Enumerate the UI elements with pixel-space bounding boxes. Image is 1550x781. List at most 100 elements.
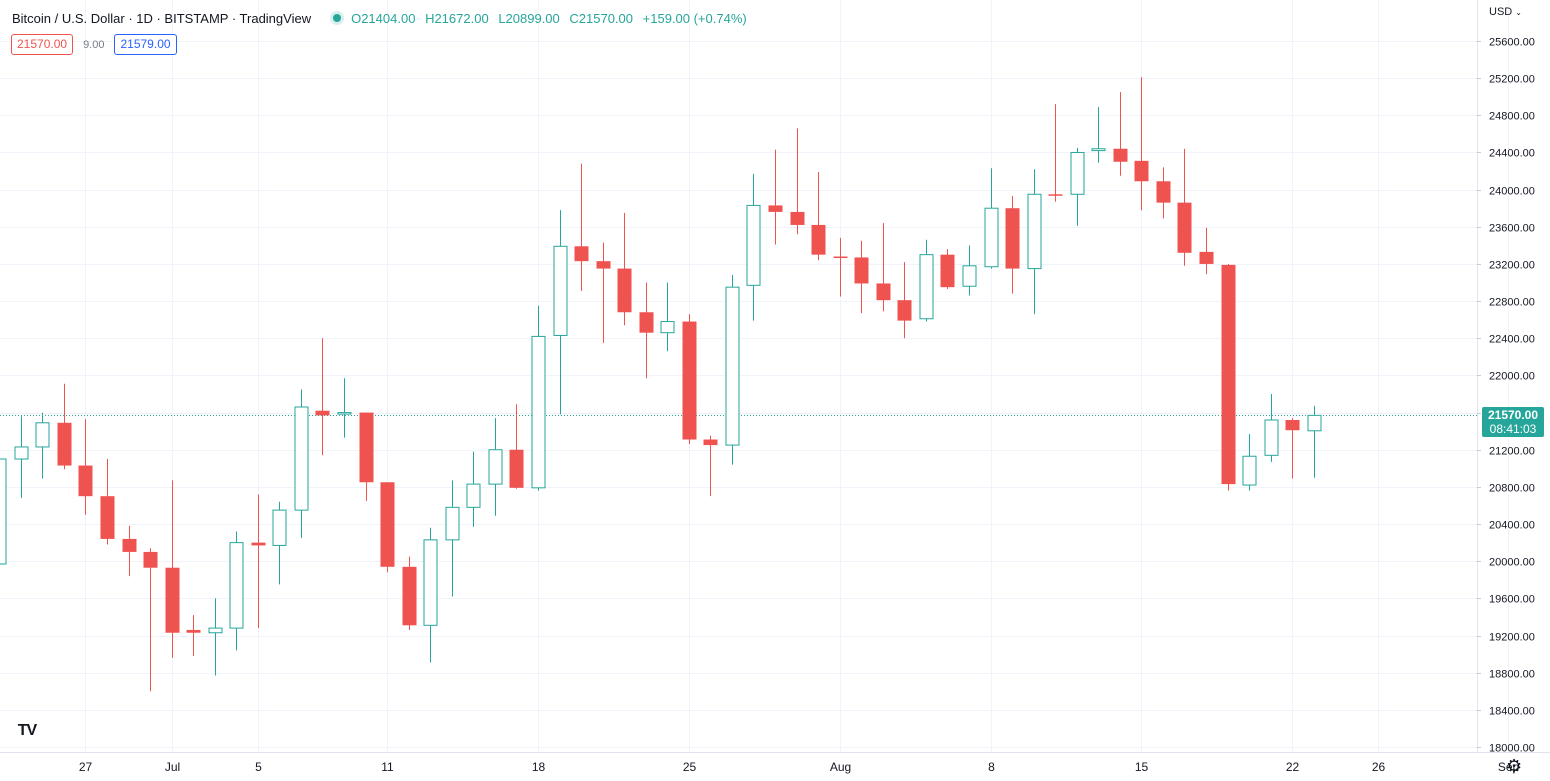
candle[interactable] xyxy=(962,245,977,296)
candle[interactable] xyxy=(402,556,417,630)
candle[interactable] xyxy=(1070,147,1085,226)
x-tick-label: Sep xyxy=(1498,760,1520,774)
candle[interactable] xyxy=(596,242,611,343)
candle[interactable] xyxy=(1242,433,1257,491)
candle-body-up xyxy=(1070,151,1085,195)
candles[interactable] xyxy=(0,77,1322,692)
candle[interactable] xyxy=(1156,167,1171,219)
candle[interactable] xyxy=(553,210,568,415)
candle-body-down xyxy=(833,256,848,259)
candle[interactable] xyxy=(746,173,761,321)
candle[interactable] xyxy=(359,412,374,501)
currency-label: USD xyxy=(1489,6,1513,18)
candle[interactable] xyxy=(811,171,826,261)
x-tick-label: 15 xyxy=(1135,760,1149,774)
price-axis[interactable]: 25600.00 25200.00 24800.00 24400.00 24000.00… xyxy=(1477,0,1535,755)
market-status-icon[interactable] xyxy=(333,14,342,22)
candle[interactable] xyxy=(315,338,330,456)
candle[interactable] xyxy=(100,459,115,545)
candle[interactable] xyxy=(1091,106,1106,163)
candle[interactable] xyxy=(919,239,934,322)
candle[interactable] xyxy=(229,531,244,651)
candle-body-down xyxy=(380,482,395,567)
candle[interactable] xyxy=(854,240,869,314)
symbol-title[interactable]: Bitcoin / U.S. Dollar · 1D · BITSTAMP · … xyxy=(12,10,312,26)
candle[interactable] xyxy=(57,383,72,470)
x-tick-label: 26 xyxy=(1372,760,1386,774)
candle[interactable] xyxy=(703,435,718,497)
candle[interactable] xyxy=(186,615,201,656)
candle[interactable] xyxy=(337,378,352,438)
x-tick-label: 8 xyxy=(988,760,995,774)
candle[interactable] xyxy=(1199,227,1214,275)
candle[interactable] xyxy=(1307,405,1322,478)
candle[interactable] xyxy=(445,480,460,597)
candle[interactable] xyxy=(165,480,180,658)
y-tick-label: 25200.00 xyxy=(1489,74,1535,86)
candle[interactable] xyxy=(1177,148,1192,266)
chevron-down-icon: ⌄ xyxy=(1515,8,1522,17)
candle-body-up xyxy=(1307,414,1322,432)
candle-body-down xyxy=(682,321,697,440)
candle[interactable] xyxy=(208,598,223,676)
candle[interactable] xyxy=(1221,263,1236,491)
candle[interactable] xyxy=(380,482,395,573)
candle[interactable] xyxy=(1048,104,1063,202)
candle[interactable] xyxy=(984,168,999,269)
candle[interactable] xyxy=(0,453,7,565)
candle-body-down xyxy=(617,268,632,313)
sell-button[interactable]: 21570.00 xyxy=(11,34,74,55)
buy-button[interactable]: 21579.00 xyxy=(114,34,177,55)
y-tick-label: 18000.00 xyxy=(1489,743,1535,755)
candle[interactable] xyxy=(423,527,438,663)
candle[interactable] xyxy=(790,128,805,235)
candle[interactable] xyxy=(940,249,955,290)
candle[interactable] xyxy=(14,416,29,499)
time-axis[interactable]: 27 Jul 5 11 18 25 Aug 8 15 22 26 Sep xyxy=(0,752,1550,775)
candle-body-up xyxy=(725,286,740,446)
candle[interactable] xyxy=(531,305,546,491)
candle[interactable] xyxy=(768,149,783,245)
candle[interactable] xyxy=(35,412,50,479)
candle[interactable] xyxy=(1027,169,1042,315)
candle[interactable] xyxy=(682,314,697,445)
candle-body-down xyxy=(1156,181,1171,203)
candle[interactable] xyxy=(509,404,524,489)
candle[interactable] xyxy=(639,282,654,379)
grid-lines xyxy=(0,0,1509,752)
candle[interactable] xyxy=(1285,418,1300,479)
candle[interactable] xyxy=(466,451,481,527)
y-tick-label: 18800.00 xyxy=(1489,669,1535,681)
candle[interactable] xyxy=(1113,92,1128,176)
candle[interactable] xyxy=(1134,77,1149,211)
candle-body-up xyxy=(553,245,568,336)
candle[interactable] xyxy=(122,525,137,577)
candle-body-up xyxy=(1264,419,1279,456)
candle-body-up xyxy=(229,542,244,629)
gear-icon[interactable]: ⚙ xyxy=(1506,756,1523,776)
candle[interactable] xyxy=(78,419,93,515)
y-tick-label: 23600.00 xyxy=(1489,223,1535,235)
candle[interactable] xyxy=(488,418,503,516)
candle[interactable] xyxy=(876,223,891,312)
candle[interactable] xyxy=(294,389,309,538)
candle-body-up xyxy=(660,321,675,334)
candle[interactable] xyxy=(725,275,740,465)
candle[interactable] xyxy=(272,501,287,585)
candle[interactable] xyxy=(617,212,632,326)
candle[interactable] xyxy=(574,163,589,291)
candle[interactable] xyxy=(1005,196,1020,294)
candle-body-down xyxy=(876,283,891,301)
candle[interactable] xyxy=(1264,394,1279,462)
spread-value: 9.00 xyxy=(83,38,105,51)
candle[interactable] xyxy=(143,548,158,692)
candle-body-down xyxy=(1005,208,1020,269)
candle-body-down xyxy=(1134,160,1149,182)
candle[interactable] xyxy=(897,262,912,339)
candle[interactable] xyxy=(251,494,266,629)
currency-selector[interactable]: USD ⌄ xyxy=(1489,6,1522,18)
candle[interactable] xyxy=(660,282,675,352)
candle[interactable] xyxy=(833,237,848,297)
tradingview-logo[interactable]: TV xyxy=(11,718,43,744)
